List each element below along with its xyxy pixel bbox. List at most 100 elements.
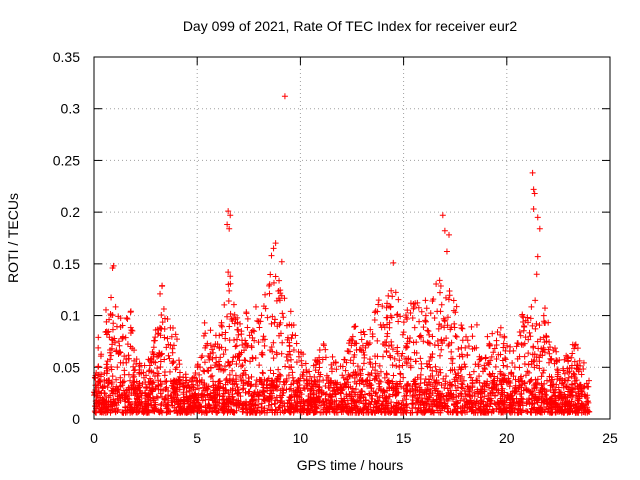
y-tick-label: 0.2 bbox=[61, 204, 81, 220]
data-point bbox=[586, 377, 593, 384]
data-point bbox=[127, 401, 134, 408]
data-point bbox=[553, 348, 560, 355]
data-point bbox=[497, 351, 504, 358]
data-point bbox=[461, 404, 468, 411]
data-point bbox=[174, 336, 180, 343]
data-point bbox=[339, 363, 346, 370]
data-point bbox=[151, 373, 158, 380]
data-point bbox=[501, 334, 508, 341]
data-point bbox=[420, 338, 427, 345]
data-point bbox=[157, 358, 164, 365]
chart-title: Day 099 of 2021, Rate Of TEC Index for r… bbox=[183, 18, 518, 34]
data-point bbox=[290, 409, 297, 416]
data-point bbox=[338, 395, 345, 402]
data-point bbox=[311, 378, 318, 385]
data-point bbox=[561, 356, 568, 363]
data-point bbox=[221, 301, 228, 308]
data-point bbox=[480, 368, 487, 375]
data-point bbox=[178, 407, 185, 414]
data-point bbox=[300, 406, 307, 413]
data-point bbox=[101, 401, 108, 408]
data-point bbox=[375, 407, 382, 414]
data-point bbox=[366, 372, 373, 379]
data-point bbox=[551, 360, 558, 367]
data-point bbox=[554, 371, 561, 378]
data-point bbox=[269, 409, 276, 416]
data-point bbox=[147, 397, 154, 404]
data-point bbox=[298, 362, 305, 369]
data-point bbox=[401, 404, 408, 411]
y-tick-labels: 0 0.05 0.1 0.15 0.2 0.25 0.3 0.35 bbox=[53, 49, 80, 427]
data-point bbox=[529, 169, 536, 176]
data-point bbox=[266, 398, 273, 405]
data-point bbox=[369, 395, 376, 402]
data-point bbox=[410, 378, 417, 385]
data-point bbox=[358, 329, 365, 336]
data-point bbox=[353, 340, 360, 347]
data-point bbox=[293, 359, 300, 366]
data-point bbox=[521, 360, 528, 367]
x-tick-labels: 0 5 10 15 20 25 bbox=[90, 430, 618, 446]
data-point bbox=[124, 341, 131, 348]
data-point bbox=[177, 397, 184, 404]
data-point bbox=[129, 407, 136, 414]
data-point bbox=[437, 308, 444, 315]
data-point bbox=[411, 324, 418, 331]
data-point bbox=[158, 381, 165, 388]
data-point bbox=[284, 399, 291, 406]
data-point bbox=[136, 360, 143, 367]
data-point bbox=[536, 358, 543, 365]
data-point bbox=[171, 378, 178, 385]
data-point bbox=[233, 397, 240, 404]
x-tick-label: 10 bbox=[293, 430, 309, 446]
data-point bbox=[108, 294, 115, 301]
data-point bbox=[449, 360, 456, 367]
data-point bbox=[552, 393, 559, 400]
data-point bbox=[360, 328, 367, 335]
data-point bbox=[368, 409, 375, 416]
data-point bbox=[432, 379, 439, 386]
data-point bbox=[161, 315, 168, 322]
data-point bbox=[281, 400, 288, 407]
data-point bbox=[529, 405, 536, 412]
data-point bbox=[237, 393, 244, 400]
data-point bbox=[458, 322, 465, 329]
data-point bbox=[301, 406, 308, 413]
data-point bbox=[569, 381, 576, 388]
data-point bbox=[333, 366, 340, 373]
data-point bbox=[127, 308, 134, 315]
data-point bbox=[106, 334, 113, 341]
data-point bbox=[209, 397, 216, 404]
data-point bbox=[569, 350, 576, 357]
data-point bbox=[246, 378, 253, 385]
data-point bbox=[346, 337, 353, 344]
data-point bbox=[393, 362, 400, 369]
data-point bbox=[493, 355, 500, 362]
data-point bbox=[209, 372, 216, 379]
data-point bbox=[400, 329, 407, 336]
data-point bbox=[151, 351, 158, 358]
data-point bbox=[532, 325, 539, 332]
data-point bbox=[518, 390, 525, 397]
data-point bbox=[440, 315, 447, 322]
data-point bbox=[388, 338, 395, 345]
data-point bbox=[395, 318, 402, 325]
data-point bbox=[424, 339, 431, 346]
data-point bbox=[420, 406, 427, 413]
data-point bbox=[416, 333, 423, 340]
data-point bbox=[433, 368, 440, 375]
data-point bbox=[541, 398, 548, 405]
data-point bbox=[272, 273, 279, 280]
data-point bbox=[254, 317, 261, 324]
data-point bbox=[109, 388, 116, 395]
data-point bbox=[574, 384, 581, 391]
data-point bbox=[314, 358, 321, 365]
data-point bbox=[502, 407, 509, 414]
data-point bbox=[95, 344, 102, 351]
data-point bbox=[220, 351, 227, 358]
data-point bbox=[223, 375, 230, 382]
data-point bbox=[273, 349, 280, 356]
data-point bbox=[447, 409, 454, 416]
data-point bbox=[487, 390, 494, 397]
data-point bbox=[111, 335, 118, 342]
